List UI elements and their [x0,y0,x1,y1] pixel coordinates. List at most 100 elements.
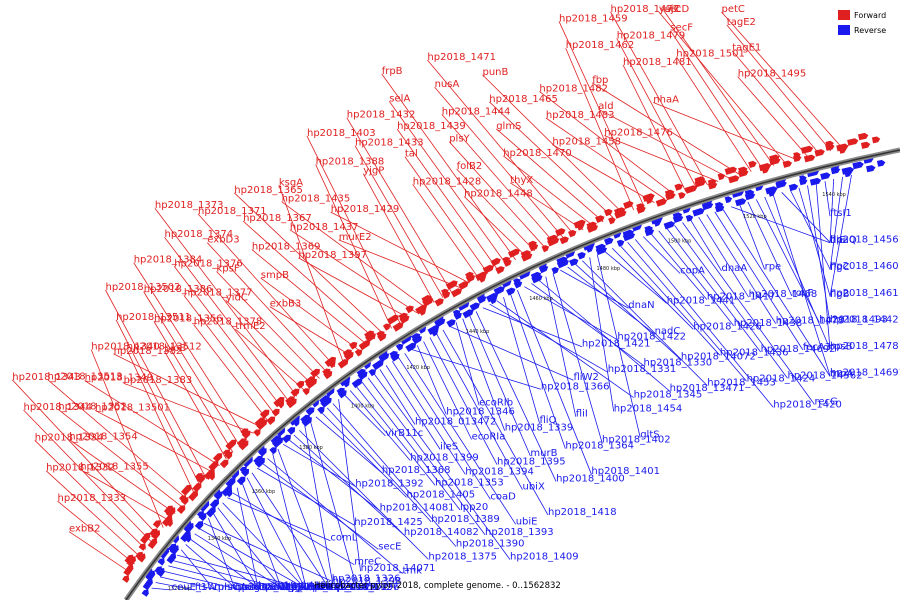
forward-leader-hp2018-1383 [123,382,254,434]
reverse-feature-58 [356,368,366,378]
forward-feature-65 [376,330,385,339]
reverse-leader-hp2018-1399 [349,390,411,461]
forward-leader-hp2018-1332 [45,470,141,557]
reverse-label-mnma: mnmA [214,582,247,593]
forward-label-hp2018-1477: hp2018_1477 [611,4,680,15]
forward-feature-138 [793,152,801,159]
reverse-feature-136 [788,183,799,192]
reverse-label-hp2018-1395: hp2018_1395 [497,457,566,468]
scale-tick-1400-kbp: 1400 kbp [351,403,375,409]
forward-feature-39 [259,409,270,419]
forward-leader-hp2018-1479 [616,38,698,189]
forward-feature-46 [290,388,300,397]
reverse-label-hp2018-14082: hp2018_14082 [404,527,479,538]
reverse-leader-cora [168,565,265,591]
reverse-leader-hp2018-1468 [698,216,749,298]
forward-feature-107 [604,208,613,217]
reverse-leader-rpsb [815,183,831,350]
reverse-leader-dnaa [690,219,722,272]
reverse-label-tnpa: tnpA [830,368,854,379]
reverse-feature-20 [205,507,216,518]
reverse-leader-murb [469,314,531,457]
reverse-label-mrec: mreC [354,557,381,568]
forward-feature-91 [507,248,520,258]
forward-feature-143 [825,140,834,148]
forward-feature-106 [595,215,605,223]
reverse-leader-iles [385,365,441,450]
reverse-feature-6 [157,558,165,566]
reverse-feature-70 [411,333,421,342]
reverse-feature-110 [622,229,634,239]
reverse-label-hp2018-1405: hp2018_1405 [407,489,476,500]
reverse-label-rpe: rpe [765,261,782,272]
forward-feature-23 [194,473,203,481]
forward-feature-88 [495,266,505,275]
reverse-label-hp2018-1400: hp2018_1400 [556,473,625,484]
reverse-leader-hp2018-1473 [706,214,777,324]
forward-label-yajc: yajC [659,4,681,15]
reverse-feature-91 [518,270,531,280]
reverse-leader-hp2018-1420 [634,239,774,408]
forward-label-hp2018-1365: hp2018_1365 [234,185,303,196]
reverse-feature-93 [530,271,542,281]
reverse-leader-hp2018-14562 [674,225,788,379]
forward-feature-105 [586,221,597,230]
forward-label-hp2018-1444: hp2018_1444 [442,106,511,117]
forward-feature-8 [147,538,158,549]
reverse-feature-16 [194,521,204,530]
reverse-leader-mnma [180,549,215,591]
reverse-label-flgc: flgC [830,262,850,273]
forward-label-hp2018-1458: hp2018_1458 [552,137,621,148]
reverse-leader-hp2018-14071 [338,399,361,572]
reverse-leader-ubie [404,353,517,525]
scale-tick-1420-kbp: 1420 kbp [406,365,430,371]
reverse-leader-hp2018-1422 [524,286,618,341]
reverse-leader-ung [164,571,242,591]
forward-feature-139 [800,145,814,154]
forward-feature-75 [421,295,432,304]
reverse-feature-31 [242,457,253,468]
reverse-leader-ilve [272,453,308,591]
forward-leader-hp2018-1448 [463,196,526,256]
forward-feature-121 [684,185,698,194]
reverse-leader-flii [545,276,577,417]
forward-feature-15 [163,505,173,516]
forward-label-trme2: trmE2 [235,321,265,332]
reverse-feature-1 [142,578,153,591]
reverse-label-hp2018-1328: hp2018_1328 [308,582,377,593]
reverse-leader-flgb [829,174,852,297]
reverse-label-nikr: nikR [311,582,333,593]
forward-feature-110 [614,207,626,216]
forward-label-hp2018-1356: hp2018_1356 [154,314,223,325]
forward-feature-125 [707,179,717,187]
forward-leader-fbp [591,82,741,176]
reverse-label-rocf: rocF [792,288,814,299]
forward-leader-hp2018-1352 [58,409,182,507]
reverse-leader-hp2018-1445 [246,477,307,591]
reverse-label-flgb: flgB [830,289,850,300]
reverse-label-hp2018-1420: hp2018_1420 [773,399,842,410]
reverse-leader-hp2018-1328 [199,528,309,591]
scale-tick-1360-kbp: 1360 kbp [252,489,276,495]
reverse-leader-hp2018-1331 [489,303,608,373]
reverse-label-hp2018-14562: hp2018_14562 [788,370,863,381]
forward-feature-135 [769,154,780,163]
forward-feature-85 [475,271,488,282]
reverse-label-feca3: fecA3 [803,342,831,353]
forward-leader-hp2018-1376 [173,266,283,409]
forward-feature-5 [135,551,144,560]
forward-label-thyx: thyX [510,175,533,186]
reverse-feature-80 [462,309,474,319]
forward-feature-31 [225,439,237,451]
reverse-label-hp2018-1424: hp2018_1424 [747,373,816,384]
reverse-label-recg: recG [815,397,838,408]
reverse-feature-41 [287,427,296,435]
reverse-leader-hp2018-1368 [315,416,383,474]
reverse-label-hp2018-1436: hp2018_1436 [720,347,789,358]
forward-feature-130 [738,166,748,174]
reverse-leader-hp2018-1418 [442,329,549,516]
forward-label-kpsf: kpsF [217,264,240,275]
forward-feature-133 [758,163,772,172]
forward-feature-59 [349,341,358,350]
forward-leader-frpb [381,73,517,261]
